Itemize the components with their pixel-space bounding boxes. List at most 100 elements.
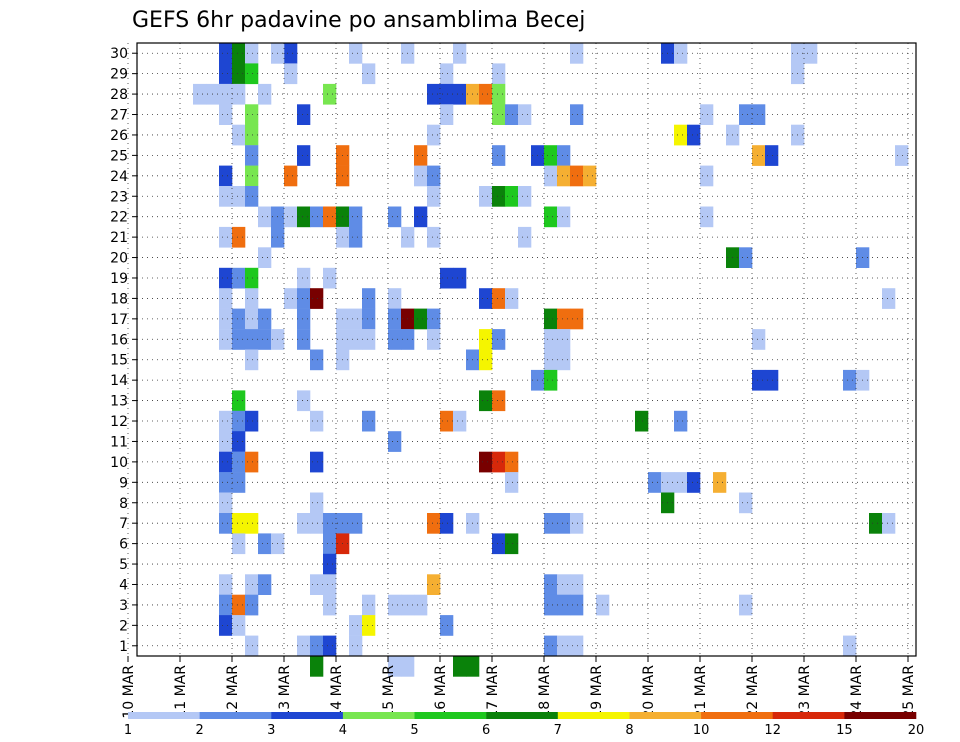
heatmap-cell xyxy=(219,288,233,309)
heatmap-cell xyxy=(362,288,376,309)
heatmap-cell xyxy=(245,104,259,125)
y-tick-label: 6 xyxy=(119,537,128,553)
heatmap-cell xyxy=(570,513,584,534)
heatmap-cell xyxy=(219,308,233,330)
heatmap-cell xyxy=(427,226,441,248)
heatmap-cell xyxy=(245,308,259,330)
x-tick-label: 12 MAR xyxy=(225,665,241,719)
heatmap-cell xyxy=(557,635,571,657)
colorbar-label: 20 xyxy=(908,723,925,738)
heatmap-cell xyxy=(232,615,246,636)
heatmap-cell xyxy=(232,472,246,493)
heatmap-cell xyxy=(219,165,233,187)
heatmap-cell xyxy=(427,124,441,146)
heatmap-cell xyxy=(219,104,233,125)
heatmap-cell xyxy=(557,513,571,534)
heatmap-cell xyxy=(479,186,493,207)
heatmap-cell xyxy=(219,513,233,534)
heatmap-cell xyxy=(687,124,701,146)
heatmap-cell xyxy=(323,553,337,575)
heatmap-cell xyxy=(492,288,506,309)
heatmap-cell xyxy=(310,410,324,432)
y-tick-label: 16 xyxy=(110,332,128,348)
heatmap-cell xyxy=(232,431,246,452)
heatmap-cell xyxy=(752,329,766,350)
heatmap-cell xyxy=(349,43,363,64)
heatmap-cell xyxy=(544,513,558,534)
heatmap-cell xyxy=(518,104,532,125)
heatmap-cell xyxy=(401,656,415,677)
heatmap-cell xyxy=(674,124,688,146)
heatmap-cell xyxy=(479,349,493,371)
heatmap-cell xyxy=(245,124,259,146)
heatmap-cell xyxy=(414,594,428,616)
y-tick-label: 15 xyxy=(110,353,128,369)
heatmap-cell xyxy=(427,574,441,595)
heatmap-cell xyxy=(245,410,259,432)
y-tick-label: 2 xyxy=(119,618,128,634)
colorbar-segment xyxy=(629,712,702,719)
heatmap-cell xyxy=(427,83,441,105)
heatmap-cell xyxy=(219,43,233,64)
heatmap-cell xyxy=(219,492,233,514)
heatmap-cell xyxy=(323,267,337,289)
x-tick-label: 19 MAR xyxy=(589,665,605,719)
heatmap-cell xyxy=(232,63,246,85)
colorbar-label: 5 xyxy=(410,723,418,738)
heatmap-cell xyxy=(492,533,506,555)
heatmap-cell xyxy=(297,145,311,166)
heatmap-cell xyxy=(284,206,298,228)
heatmap-cell xyxy=(479,390,493,412)
heatmap-cell xyxy=(492,145,506,166)
x-tick-label: 21 MAR xyxy=(693,665,709,719)
x-tick-label: 11 MAR xyxy=(173,665,189,719)
y-tick-label: 11 xyxy=(110,434,128,450)
colorbar-segment xyxy=(199,712,272,719)
heatmap-cell xyxy=(492,63,506,85)
heatmap-cell xyxy=(362,308,376,330)
heatmap-cell xyxy=(557,329,571,350)
heatmap-cell xyxy=(739,247,753,268)
heatmap-cell xyxy=(700,206,714,228)
heatmap-cell xyxy=(245,349,259,371)
heatmap-cell xyxy=(284,43,298,64)
heatmap-cell xyxy=(232,124,246,146)
heatmap-cell xyxy=(323,206,337,228)
y-tick-label: 25 xyxy=(110,148,128,164)
heatmap-cell xyxy=(297,267,311,289)
heatmap-cell xyxy=(219,431,233,452)
heatmap-cell xyxy=(232,43,246,64)
heatmap-cell xyxy=(544,369,558,391)
heatmap-cell xyxy=(440,83,454,105)
colorbar-label: 3 xyxy=(267,723,275,738)
heatmap-cell xyxy=(310,513,324,534)
colorbar-label: 6 xyxy=(482,723,490,738)
y-tick-label: 9 xyxy=(119,475,128,491)
heatmap-cell xyxy=(492,451,506,473)
heatmap-cell xyxy=(349,226,363,248)
heatmap-cell xyxy=(323,594,337,616)
heatmap-cell xyxy=(219,472,233,493)
y-tick-label: 1 xyxy=(119,639,128,655)
heatmap-cell xyxy=(570,594,584,616)
heatmap-cell xyxy=(362,615,376,636)
heatmap-cell xyxy=(895,145,909,166)
heatmap-cell xyxy=(583,165,597,187)
heatmap-cell xyxy=(492,104,506,125)
heatmap-cell xyxy=(310,349,324,371)
y-tick-label: 20 xyxy=(110,251,128,267)
heatmap-cell xyxy=(739,594,753,616)
heatmap-cell xyxy=(544,206,558,228)
heatmap-cell xyxy=(427,513,441,534)
heatmap-cell xyxy=(297,288,311,309)
heatmap-cell xyxy=(310,451,324,473)
heatmap-cell xyxy=(453,656,467,677)
colorbar-label: 8 xyxy=(625,723,633,738)
heatmap-cell xyxy=(245,451,259,473)
x-tick-label: 15 MAR xyxy=(381,665,397,719)
heatmap-cell xyxy=(245,574,259,595)
x-tick-label: 20 MAR xyxy=(641,665,657,719)
heatmap-cell xyxy=(323,635,337,657)
heatmap-cell xyxy=(297,206,311,228)
heatmap-cell xyxy=(258,329,272,350)
